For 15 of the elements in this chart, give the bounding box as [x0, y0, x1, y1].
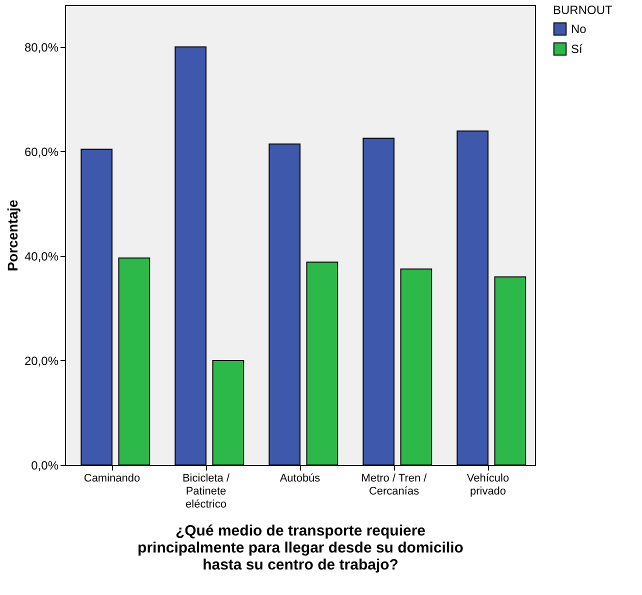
legend-label: No: [571, 22, 587, 36]
x-tick-label: Metro / Tren / Cercanías: [361, 472, 428, 498]
legend-title: BURNOUT: [553, 3, 613, 17]
y-axis-title: Porcentaje: [4, 199, 20, 272]
x-tick-label: Vehículo privado: [466, 472, 510, 498]
x-tick-label: Autobús: [280, 472, 321, 484]
x-tick-label: Bicicleta / Patinete eléctrico: [182, 472, 230, 510]
y-tick-label: 0,0%: [31, 458, 59, 472]
legend-label: Sí: [571, 42, 584, 56]
x-axis-title: ¿Qué medio de transporte requiere principalmente para llegar desde su domicilio hasta su centro de trabajo?: [138, 522, 464, 574]
y-tick-label: 40,0%: [24, 249, 59, 264]
x-tick-label: Caminando: [84, 472, 140, 484]
y-tick-label: 80,0%: [24, 40, 59, 54]
y-tick-label: 20,0%: [24, 354, 59, 368]
y-tick-label: 60,0%: [24, 144, 59, 159]
